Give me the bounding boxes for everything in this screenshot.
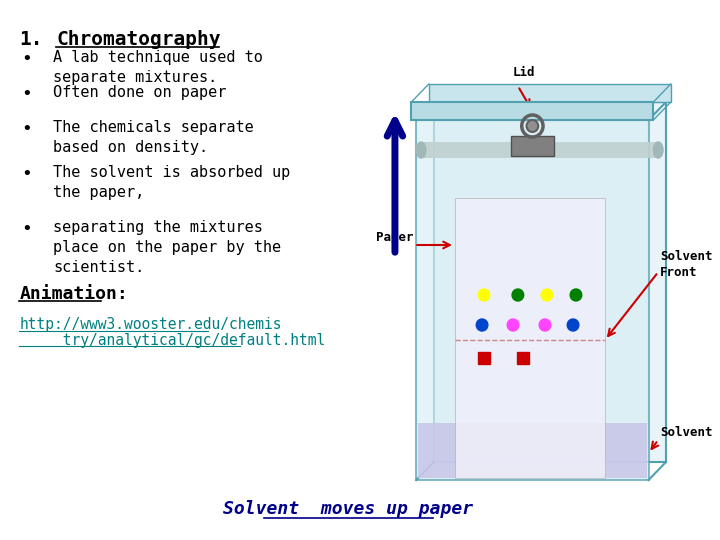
Text: •: • bbox=[22, 120, 32, 138]
Bar bbox=[411, 102, 653, 120]
Circle shape bbox=[541, 289, 553, 301]
Text: •: • bbox=[22, 220, 32, 238]
Text: separating the mixtures
place on the paper by the
scientist.: separating the mixtures place on the pap… bbox=[53, 220, 282, 275]
Circle shape bbox=[507, 319, 519, 331]
Text: Solvent  moves up paper: Solvent moves up paper bbox=[223, 500, 474, 518]
Ellipse shape bbox=[653, 142, 663, 158]
Text: Lid: Lid bbox=[513, 66, 536, 79]
Text: http://www3.wooster.edu/chemis: http://www3.wooster.edu/chemis bbox=[19, 317, 282, 332]
Circle shape bbox=[539, 319, 551, 331]
Circle shape bbox=[476, 319, 488, 331]
Text: Chromatography: Chromatography bbox=[56, 30, 220, 49]
Bar bbox=[517, 352, 528, 364]
Text: try/analytical/gc/default.html: try/analytical/gc/default.html bbox=[19, 333, 325, 348]
Circle shape bbox=[512, 289, 523, 301]
Ellipse shape bbox=[416, 142, 426, 158]
Text: •: • bbox=[22, 85, 32, 103]
Text: Often done on paper: Often done on paper bbox=[53, 85, 227, 100]
Ellipse shape bbox=[526, 120, 539, 132]
Bar bbox=[418, 423, 647, 478]
Text: Solvent: Solvent bbox=[660, 427, 713, 440]
Bar bbox=[421, 142, 658, 158]
Bar bbox=[433, 102, 666, 462]
Bar bbox=[416, 120, 649, 480]
Text: A lab technique used to
separate mixtures.: A lab technique used to separate mixture… bbox=[53, 50, 263, 85]
Bar bbox=[478, 352, 490, 364]
Circle shape bbox=[570, 289, 582, 301]
Text: •: • bbox=[22, 50, 32, 68]
Circle shape bbox=[567, 319, 579, 331]
Text: The chemicals separate
based on density.: The chemicals separate based on density. bbox=[53, 120, 254, 155]
Text: 1.: 1. bbox=[19, 30, 43, 49]
Bar bbox=[511, 136, 554, 156]
Text: Paper: Paper bbox=[376, 232, 413, 245]
Text: •: • bbox=[22, 165, 32, 183]
Text: The solvent is absorbed up
the paper,: The solvent is absorbed up the paper, bbox=[53, 165, 290, 200]
Text: Animation:: Animation: bbox=[19, 285, 128, 303]
Circle shape bbox=[478, 289, 490, 301]
Text: Solvent
Front: Solvent Front bbox=[660, 251, 713, 280]
Bar bbox=[429, 84, 671, 102]
Bar bbox=[455, 198, 605, 478]
